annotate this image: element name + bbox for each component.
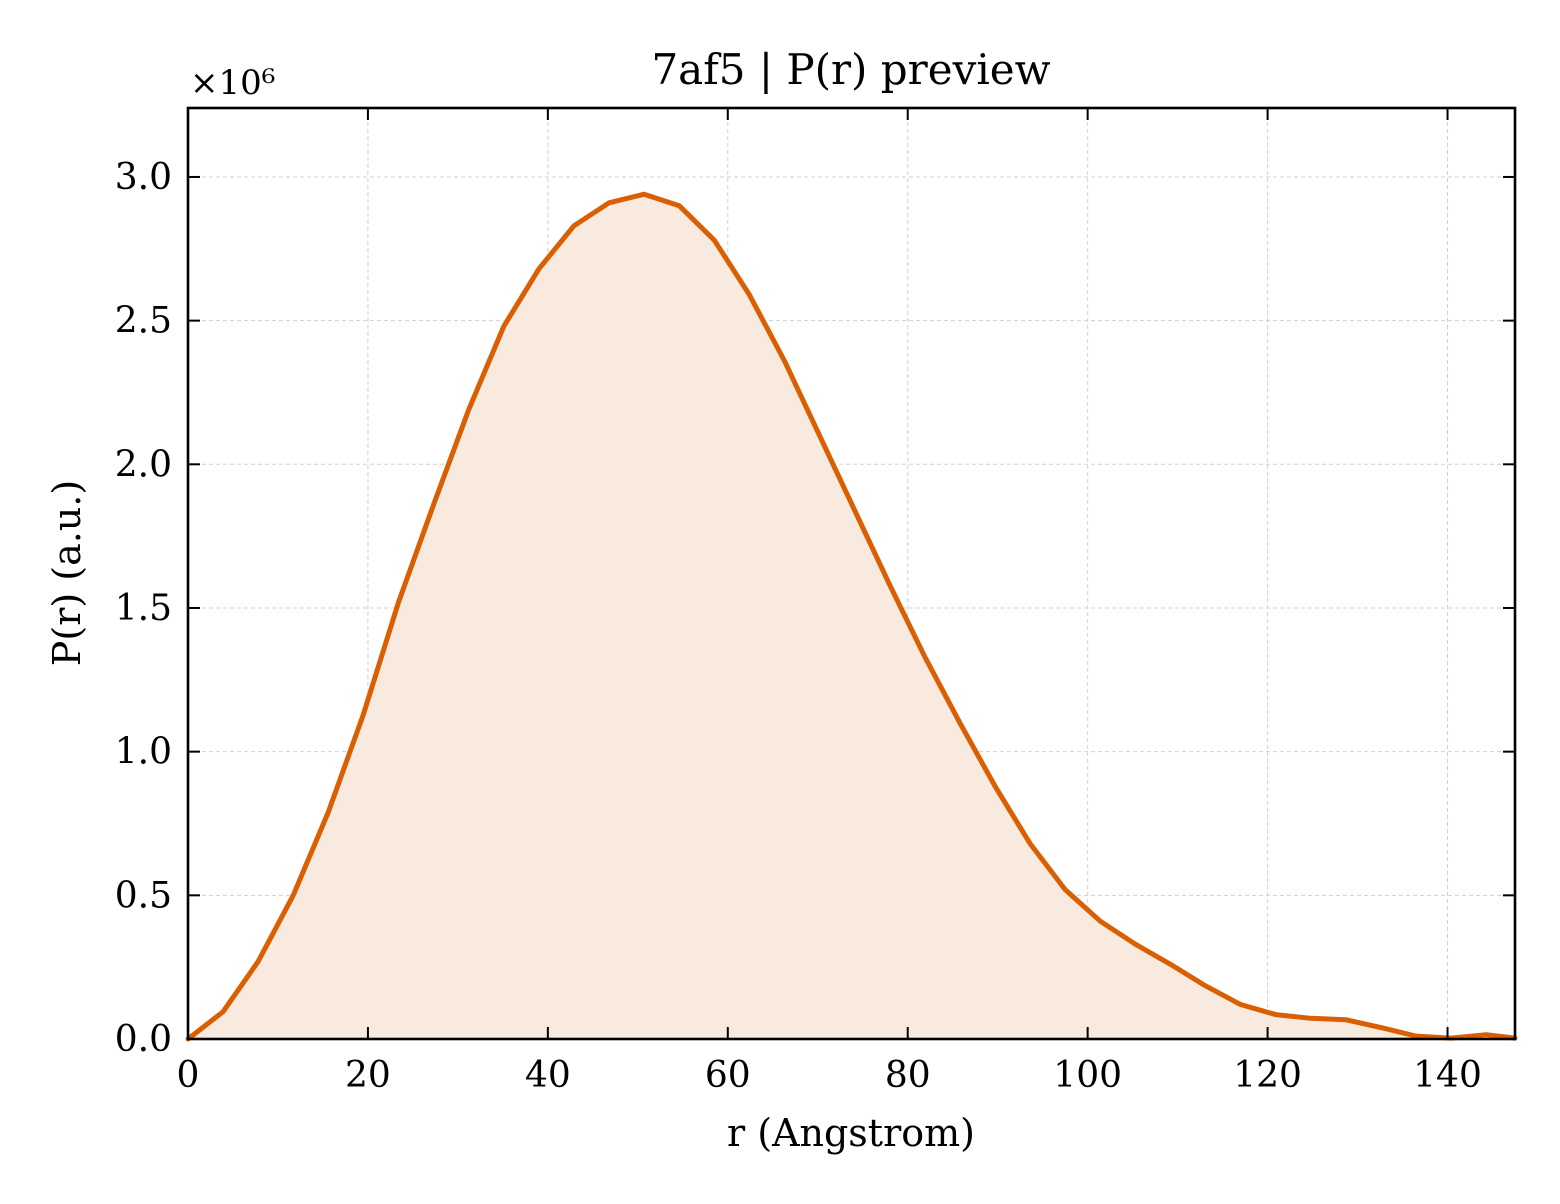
y-tick-label: 1.0: [115, 732, 172, 773]
tick-labels: 0 20 40 60 80 100 120 140 0.0 0.5 1.0 1.5 2.0 2.5 3.0: [115, 157, 1482, 1096]
y-tick-label: 1.5: [115, 588, 172, 629]
pr-area-fill: [188, 194, 1515, 1039]
y-axis-label: P(r) (a.u.): [45, 480, 89, 666]
y-tick-label: 0.0: [115, 1019, 172, 1060]
series-layer: [185, 191, 1518, 1042]
x-tick-label: 20: [345, 1055, 391, 1096]
y-tick-label: 2.0: [115, 444, 172, 485]
y-tick-label: 0.5: [115, 875, 172, 916]
x-tick-label: 80: [885, 1055, 931, 1096]
x-tick-label: 140: [1413, 1055, 1482, 1096]
x-tick-label: 0: [177, 1055, 200, 1096]
plot-frame: [186, 106, 1517, 1041]
x-tick-label: 40: [525, 1055, 571, 1096]
y-scale-multiplier: ×10⁶: [190, 63, 275, 103]
x-tick-label: 120: [1233, 1055, 1302, 1096]
x-tick-label: 60: [705, 1055, 751, 1096]
x-tick-label: 100: [1053, 1055, 1122, 1096]
y-tick-label: 2.5: [115, 301, 172, 342]
pr-series-line: [185, 191, 1518, 1042]
chart-title: 7af5 | P(r) preview: [651, 45, 1050, 94]
x-axis-label: r (Angstrom): [727, 1111, 975, 1155]
y-tick-label: 3.0: [115, 157, 172, 198]
